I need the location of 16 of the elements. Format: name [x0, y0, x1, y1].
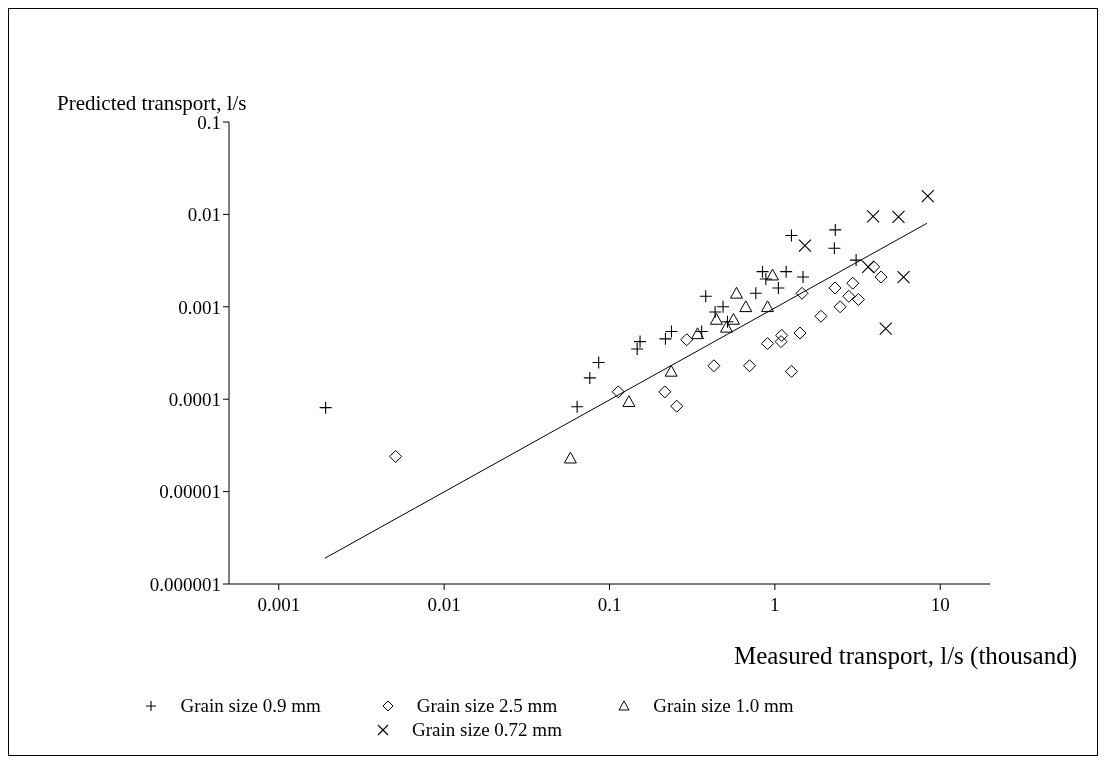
legend-label: Grain size 1.0 mm [653, 695, 794, 717]
legend-label: Grain size 0.9 mm [180, 695, 321, 717]
legend-label: Grain size 2.5 mm [416, 695, 558, 717]
legend-label: Grain size 0.72 mm [412, 719, 562, 741]
y-tick-label: 0.001 [178, 296, 221, 318]
x-tick-label: 0.1 [597, 594, 622, 616]
y-tick-label: 0.00001 [159, 481, 221, 503]
y-tick-label: 0.01 [187, 204, 221, 226]
x-tick-label: 10 [930, 594, 950, 616]
x-tick-label: 0.001 [257, 594, 301, 616]
y-tick-label: 0.000001 [149, 573, 221, 595]
x-tick-label: 1 [770, 594, 780, 616]
x-tick-label: 0.01 [427, 594, 461, 616]
y-tick-label: 0.0001 [168, 388, 221, 410]
x-axis-title: Measured transport, l/s (thousand) [734, 642, 1077, 670]
y-axis-title: Predicted transport, l/s [57, 91, 247, 116]
